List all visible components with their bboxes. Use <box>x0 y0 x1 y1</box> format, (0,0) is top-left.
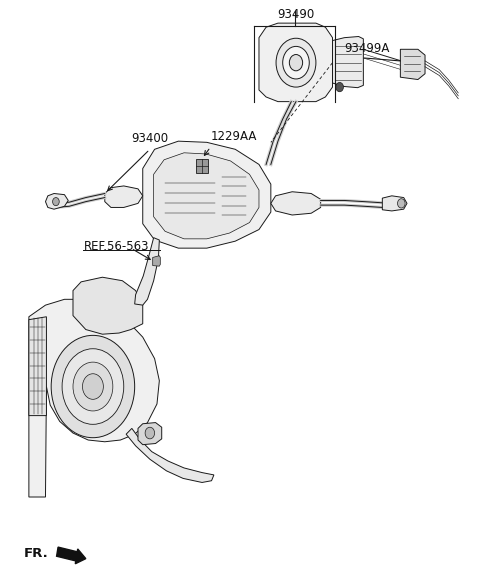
Circle shape <box>73 362 113 411</box>
Polygon shape <box>73 277 143 334</box>
Circle shape <box>83 374 103 399</box>
Text: 1229AA: 1229AA <box>211 130 257 143</box>
FancyArrow shape <box>57 547 86 564</box>
Bar <box>221 166 247 221</box>
Polygon shape <box>143 141 271 248</box>
Circle shape <box>283 46 309 79</box>
Polygon shape <box>400 49 425 79</box>
Polygon shape <box>46 194 68 209</box>
Circle shape <box>62 349 124 424</box>
Circle shape <box>336 82 343 92</box>
Polygon shape <box>138 423 162 445</box>
Polygon shape <box>333 36 363 87</box>
Polygon shape <box>135 238 159 305</box>
Text: FR.: FR. <box>24 547 49 560</box>
Polygon shape <box>126 429 214 483</box>
Circle shape <box>397 199 405 208</box>
Polygon shape <box>196 158 208 173</box>
Polygon shape <box>259 23 333 102</box>
Bar <box>174 219 212 231</box>
Polygon shape <box>383 196 407 211</box>
Polygon shape <box>29 299 159 497</box>
Polygon shape <box>29 317 47 416</box>
Circle shape <box>276 38 316 87</box>
Circle shape <box>51 335 135 438</box>
Polygon shape <box>271 192 321 215</box>
Text: 93499A: 93499A <box>344 42 390 55</box>
Bar <box>164 170 214 219</box>
Text: REF.56-563: REF.56-563 <box>84 241 149 254</box>
Polygon shape <box>105 186 143 207</box>
Circle shape <box>289 55 302 71</box>
Text: 93400: 93400 <box>132 132 168 145</box>
Circle shape <box>53 198 59 205</box>
Polygon shape <box>154 153 259 239</box>
Polygon shape <box>153 256 160 266</box>
Circle shape <box>145 427 155 439</box>
Text: 93490: 93490 <box>277 8 314 21</box>
